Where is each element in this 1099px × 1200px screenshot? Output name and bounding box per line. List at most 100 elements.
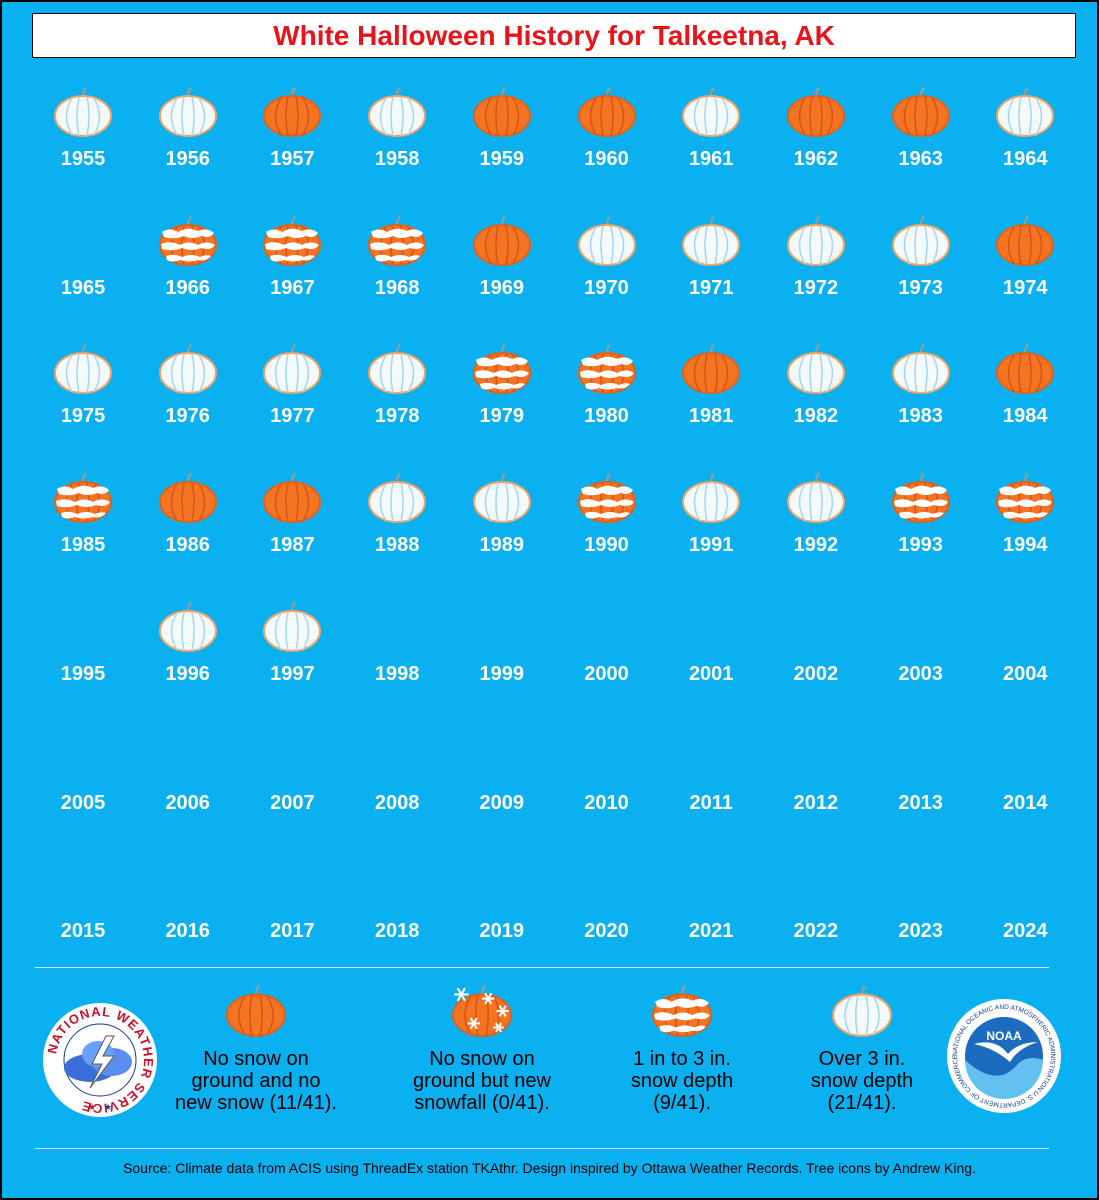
legend-line: 1 in to 3 in.	[633, 1048, 731, 1070]
year-cell-1998: 1998	[345, 601, 449, 721]
orange-pumpkin-icon	[472, 87, 531, 137]
year-cell-2020: 2020	[555, 858, 659, 978]
orange-pumpkin-icon	[786, 87, 845, 137]
year-label: 1963	[898, 148, 943, 170]
year-label: 2020	[584, 920, 629, 943]
year-label: 1994	[1003, 534, 1048, 557]
striped-pumpkin-icon	[472, 344, 531, 395]
legend-text: No snow on ground and no new snow (11/41).	[151, 1048, 361, 1114]
year-cell-2008: 2008	[345, 730, 449, 850]
orange-pumpkin-icon	[158, 473, 217, 524]
year-label: 1996	[165, 662, 210, 685]
legend-text: Over 3 in. snow depth (21/41).	[757, 1048, 967, 1114]
striped-pumpkin-icon	[652, 985, 712, 1037]
striped-pumpkin-icon	[158, 215, 217, 266]
year-label: 1955	[60, 148, 106, 170]
year-cell-1991: 1991	[659, 472, 763, 592]
legend-line: snowfall (0/41).	[414, 1092, 550, 1114]
year-cell-1974: 1974	[973, 215, 1077, 335]
title-box: White Halloween History for Talkeetna, A…	[32, 13, 1076, 58]
year-label: 1998	[374, 662, 420, 685]
white-pumpkin-icon	[786, 215, 845, 266]
year-cell-1961: 1961	[659, 86, 763, 206]
year-label: 2006	[165, 791, 210, 814]
year-cell-1987: 1987	[240, 472, 344, 592]
year-cell-1978: 1978	[345, 343, 449, 463]
year-label: 2024	[1003, 920, 1048, 943]
year-label: 2008	[374, 791, 420, 814]
year-label: 1984	[1003, 405, 1048, 428]
year-cell-2012: 2012	[764, 730, 868, 850]
striped-pumpkin-icon	[368, 215, 427, 266]
white-pumpkin-icon	[682, 87, 741, 137]
year-cell-1973: 1973	[869, 215, 973, 335]
year-label: 2000	[584, 662, 629, 685]
white-pumpkin-icon	[54, 344, 112, 395]
year-label: 1986	[165, 534, 210, 557]
year-label: 2009	[479, 791, 525, 814]
svg-text:★: ★	[104, 1103, 112, 1113]
year-label: 1993	[898, 534, 943, 557]
year-cell-2009: 2009	[450, 730, 554, 850]
year-label: 1976	[165, 405, 210, 428]
legend-line: Over 3 in.	[818, 1048, 906, 1070]
year-label: 2004	[1003, 662, 1048, 685]
year-label: 1981	[688, 405, 734, 428]
year-label: 1962	[793, 148, 839, 170]
legend-line: (9/41).	[653, 1092, 711, 1114]
white-pumpkin-icon	[158, 601, 217, 652]
year-cell-1985: 1985	[31, 472, 135, 592]
orange-pumpkin-icon	[682, 344, 741, 395]
year-label: 1961	[688, 148, 734, 170]
year-cell-1979: 1979	[450, 343, 554, 463]
year-cell-2006: 2006	[136, 730, 240, 850]
year-cell-1988: 1988	[345, 472, 449, 592]
year-cell-2022: 2022	[764, 858, 868, 978]
year-label: 2015	[60, 920, 106, 943]
legend-line: ground and no	[191, 1070, 321, 1092]
year-label: 2021	[688, 920, 734, 943]
year-label: 1988	[374, 534, 420, 557]
year-cell-1977: 1977	[240, 343, 344, 463]
white-pumpkin-icon	[786, 473, 845, 524]
legend-line: No snow on	[429, 1048, 535, 1070]
year-cell-2002: 2002	[764, 601, 868, 721]
year-cell-2013: 2013	[869, 730, 973, 850]
year-cell-2021: 2021	[659, 858, 763, 978]
year-cell-1997: 1997	[240, 601, 344, 721]
year-label: 1982	[793, 405, 839, 428]
year-cell-1999: 1999	[450, 601, 554, 721]
white-pumpkin-icon	[158, 344, 217, 395]
snowflake-pumpkin-icon	[452, 985, 512, 1037]
year-cell-1955: 1955	[31, 86, 135, 206]
orange-pumpkin-icon	[891, 87, 950, 137]
year-label: 1972	[793, 276, 839, 299]
year-cell-2019: 2019	[450, 858, 554, 978]
white-pumpkin-icon	[996, 87, 1055, 137]
year-label: 1989	[479, 534, 525, 557]
white-pumpkin-icon	[368, 344, 427, 395]
year-cell-1969: 1969	[450, 215, 554, 335]
year-label: 1968	[374, 276, 420, 299]
year-cell-2010: 2010	[555, 730, 659, 850]
year-label: 1956	[165, 148, 210, 170]
year-cell-2005: 2005	[31, 730, 135, 850]
year-cell-1956: 1956	[136, 86, 240, 206]
year-label: 1965	[60, 276, 106, 299]
year-cell-1995: 1995	[31, 601, 135, 721]
year-cell-1963: 1963	[869, 86, 973, 206]
legend-item-newsnow: No snow on ground but new snowfall (0/41).	[377, 984, 587, 1114]
svg-text:★: ★	[88, 1103, 96, 1113]
legend-line: (21/41).	[827, 1092, 897, 1114]
year-cell-1990: 1990	[555, 472, 659, 592]
white-pumpkin-icon	[891, 344, 950, 395]
legend-item-over3: Over 3 in. snow depth (21/41).	[757, 984, 967, 1114]
year-label: 2003	[898, 662, 943, 685]
year-cell-2003: 2003	[869, 601, 973, 721]
noaa-logo: NOAA NATIONAL OCEANIC AND ATMOSPHERIC AD…	[947, 999, 1061, 1113]
legend-line: snow depth	[630, 1070, 734, 1092]
year-cell-1982: 1982	[764, 343, 868, 463]
page-title: White Halloween History for Talkeetna, A…	[273, 19, 835, 51]
year-label: 1957	[270, 148, 315, 170]
year-label: 1967	[270, 276, 315, 299]
